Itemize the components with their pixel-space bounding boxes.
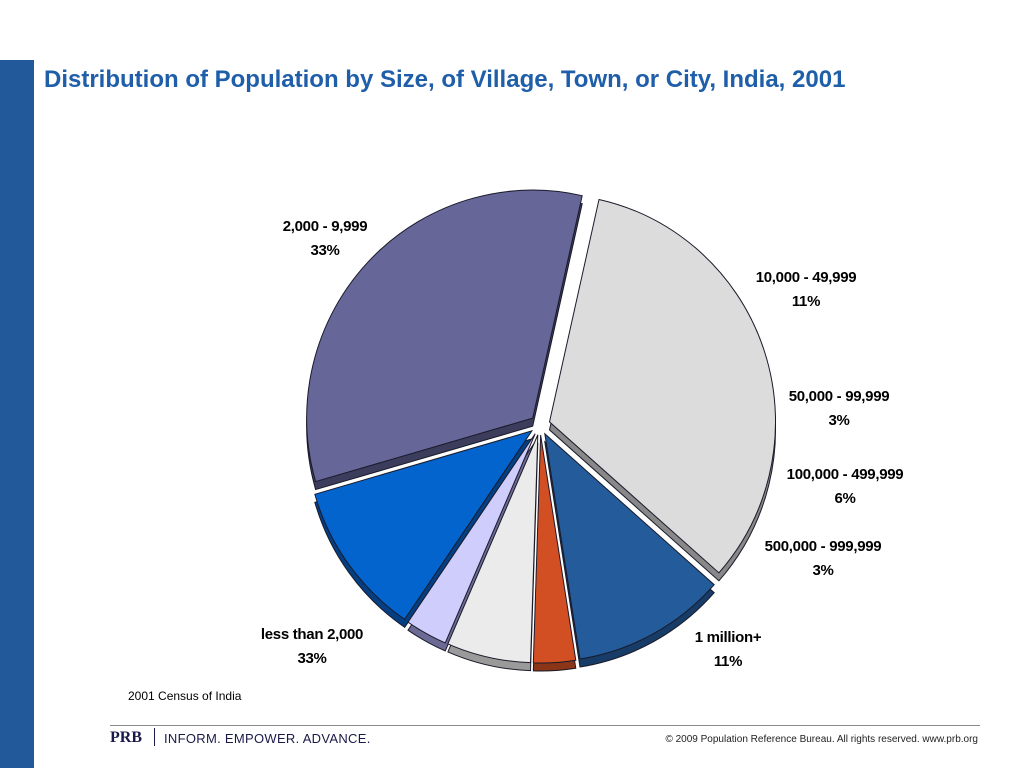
slice-label-1-million: 1 million+ xyxy=(695,629,762,646)
slice-label-100-000-499-999: 100,000 - 499,999 xyxy=(787,466,904,483)
slice-label-10-000-49-999: 10,000 - 49,999 xyxy=(756,269,857,286)
footer-tagline: INFORM. EMPOWER. ADVANCE. xyxy=(164,731,371,746)
slice-1-million xyxy=(314,430,534,621)
slice-label-50-000-99-999: 50,000 - 99,999 xyxy=(789,388,890,405)
slice-percent-50-000-99-999: 3% xyxy=(828,412,849,429)
slice-label-less-than-2-000: less than 2,000 xyxy=(261,626,363,643)
slice-less-than-2-000 xyxy=(306,189,583,483)
slice-500-000-999-999 xyxy=(407,433,536,644)
slice-10-000-49-999 xyxy=(544,432,715,660)
slice-2-000-9-999 xyxy=(548,198,776,574)
footer-divider xyxy=(110,725,980,726)
slice-percent-less-than-2-000: 33% xyxy=(297,650,326,667)
slice-percent-100-000-499-999: 6% xyxy=(834,490,855,507)
footer-copyright: © 2009 Population Reference Bureau. All … xyxy=(665,734,978,745)
prb-logo: PRB xyxy=(110,729,142,746)
slice-percent-500-000-999-999: 3% xyxy=(812,562,833,579)
slice-label-500-000-999-999: 500,000 - 999,999 xyxy=(765,538,882,555)
slice-percent-1-million: 11% xyxy=(714,653,742,670)
sidebar-accent-bar xyxy=(0,60,34,768)
slice-100-000-499-999 xyxy=(447,434,539,664)
footer-separator xyxy=(154,728,155,746)
slice-50-000-99-999 xyxy=(532,434,577,664)
source-note: 2001 Census of India xyxy=(128,689,242,703)
slice-percent-2-000-9-999: 33% xyxy=(310,242,339,259)
slice-label-2-000-9-999: 2,000 - 9,999 xyxy=(283,218,368,235)
page-title: Distribution of Population by Size, of V… xyxy=(44,66,846,93)
slice-percent-10-000-49-999: 11% xyxy=(792,293,820,310)
